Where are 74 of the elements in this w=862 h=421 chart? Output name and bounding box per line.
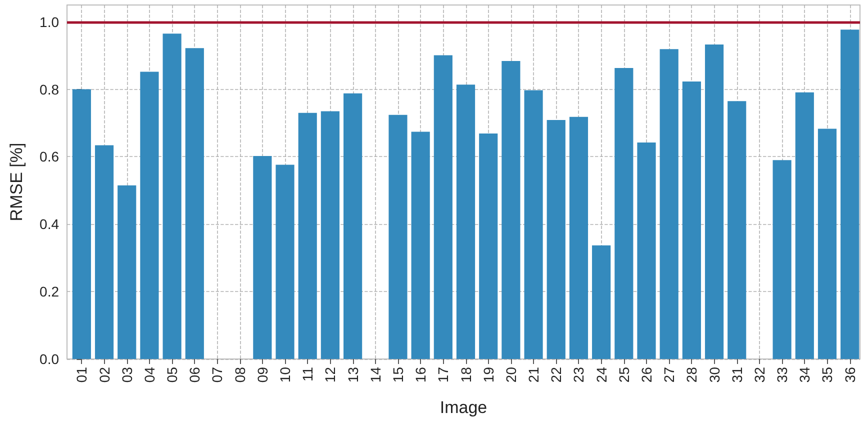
- bar: [185, 48, 204, 359]
- bar: [320, 111, 340, 359]
- bar: [253, 156, 272, 359]
- bar: [840, 30, 860, 359]
- bar: [434, 55, 452, 359]
- x-tick-label: 31: [728, 366, 745, 383]
- bar: [772, 160, 792, 359]
- bar: [140, 72, 159, 359]
- x-tick-label: 11: [300, 366, 316, 382]
- bar: [411, 132, 430, 359]
- x-tick-label: 21: [526, 366, 542, 383]
- bar: [704, 44, 724, 359]
- x-tick-label: 17: [435, 366, 452, 383]
- x-tick-label: 02: [96, 366, 112, 383]
- x-tick-label: 06: [186, 366, 203, 383]
- y-tick-label: 0.0: [40, 351, 60, 367]
- y-tick-label: 1.0: [40, 14, 60, 30]
- x-tick-label: 36: [842, 366, 858, 383]
- x-tick-label: 33: [774, 366, 790, 383]
- x-tick-label: 19: [480, 366, 496, 383]
- x-tick-label: 25: [616, 366, 632, 383]
- x-tick-label: 10: [277, 366, 294, 383]
- x-tick-label: 14: [367, 366, 384, 383]
- y-tick-label: 0.4: [40, 216, 60, 232]
- x-tick-label: 05: [164, 366, 180, 383]
- bar: [569, 116, 588, 359]
- bar: [660, 49, 678, 359]
- bar: [637, 142, 656, 359]
- bar: [614, 68, 634, 359]
- bar: [118, 185, 136, 359]
- bar: [72, 89, 91, 359]
- bar: [298, 112, 317, 359]
- x-tick-label: 22: [548, 366, 564, 383]
- x-tick-label: 23: [570, 366, 587, 383]
- x-tick-label: 07: [209, 366, 226, 383]
- y-tick-label: 0.6: [40, 148, 60, 165]
- bar: [388, 114, 408, 359]
- bar: [502, 60, 520, 359]
- bar: [94, 145, 114, 359]
- x-tick-label: 03: [118, 366, 135, 383]
- x-tick-label: 26: [638, 366, 654, 383]
- bar: [524, 90, 543, 359]
- y-tick-label: 0.2: [40, 284, 60, 300]
- y-axis-title: RMSE [%]: [7, 142, 26, 222]
- x-tick-label: 35: [819, 366, 836, 383]
- x-tick-label: 18: [458, 366, 474, 383]
- x-tick-label: 32: [751, 366, 768, 383]
- bar: [546, 120, 566, 359]
- x-tick-label: 12: [322, 366, 338, 383]
- x-tick-label: 13: [344, 366, 361, 383]
- x-tick-label: 20: [502, 366, 519, 383]
- bar: [818, 128, 837, 359]
- x-axis-title: Image: [440, 398, 488, 417]
- x-tick-label: 24: [593, 366, 610, 383]
- bar: [592, 245, 611, 359]
- bar: [728, 101, 746, 359]
- bar: [795, 92, 814, 359]
- bar: [344, 93, 362, 359]
- x-tick-label: 08: [232, 366, 248, 383]
- x-tick-label: 09: [254, 366, 270, 383]
- x-tick-label: 16: [412, 366, 429, 383]
- bar: [479, 133, 498, 359]
- bar: [456, 84, 476, 359]
- bar: [276, 164, 294, 359]
- x-tick-label: 30: [706, 366, 722, 383]
- bar: [682, 82, 701, 359]
- x-tick-label: 04: [141, 366, 158, 383]
- x-tick-label: 34: [796, 366, 813, 383]
- x-tick-label: 01: [74, 366, 90, 383]
- bar: [162, 34, 182, 359]
- x-tick-label: 15: [390, 366, 406, 383]
- x-tick-label: 28: [684, 366, 700, 383]
- y-tick-label: 0.8: [40, 81, 60, 98]
- x-tick-label: 27: [661, 366, 678, 383]
